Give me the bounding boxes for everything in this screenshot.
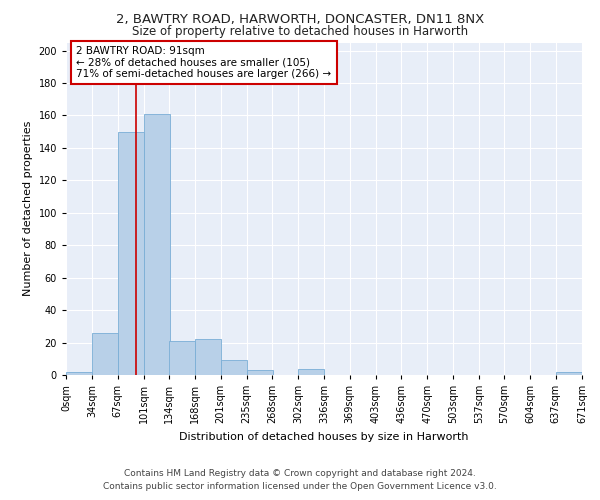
Bar bbox=[298, 368, 325, 375]
Bar bbox=[556, 372, 582, 375]
Text: Contains HM Land Registry data © Crown copyright and database right 2024.
Contai: Contains HM Land Registry data © Crown c… bbox=[103, 470, 497, 491]
Text: 2, BAWTRY ROAD, HARWORTH, DONCASTER, DN11 8NX: 2, BAWTRY ROAD, HARWORTH, DONCASTER, DN1… bbox=[116, 12, 484, 26]
X-axis label: Distribution of detached houses by size in Harworth: Distribution of detached houses by size … bbox=[179, 432, 469, 442]
Bar bbox=[143, 114, 170, 375]
Text: 2 BAWTRY ROAD: 91sqm
← 28% of detached houses are smaller (105)
71% of semi-deta: 2 BAWTRY ROAD: 91sqm ← 28% of detached h… bbox=[76, 46, 331, 79]
Bar bbox=[221, 360, 247, 375]
Bar bbox=[118, 132, 143, 375]
Bar bbox=[66, 372, 92, 375]
Bar bbox=[247, 370, 273, 375]
Y-axis label: Number of detached properties: Number of detached properties bbox=[23, 121, 33, 296]
Bar bbox=[169, 341, 195, 375]
Bar bbox=[195, 340, 221, 375]
Text: Size of property relative to detached houses in Harworth: Size of property relative to detached ho… bbox=[132, 25, 468, 38]
Bar bbox=[92, 333, 118, 375]
